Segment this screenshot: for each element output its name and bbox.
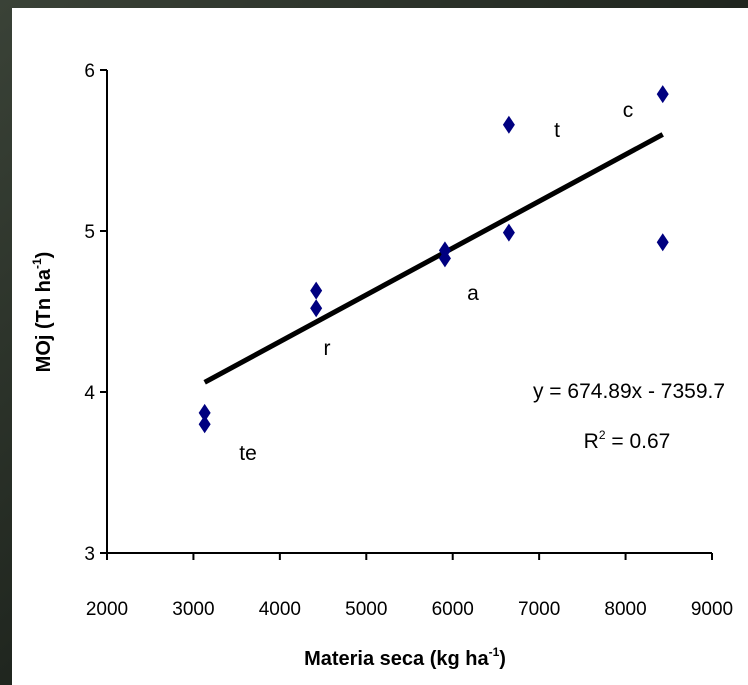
y-axis-title-tail: ): [33, 252, 55, 259]
x-axis-title: Materia seca (kg ha-1): [304, 645, 506, 670]
data-point: [656, 85, 669, 104]
data-point: [656, 233, 669, 252]
data-point: [502, 115, 515, 134]
x-axis-title-tail: ): [499, 648, 506, 670]
annotation: a: [467, 282, 479, 305]
x-tick-label: 4000: [259, 599, 301, 620]
data-point: [198, 403, 211, 422]
equation: y = 674.89x - 7359.7: [533, 380, 725, 403]
y-axis-title-main: MOj (Tn ha: [33, 268, 55, 372]
annotation: r: [324, 337, 331, 360]
data-point: [198, 415, 211, 434]
data-point: [438, 249, 451, 268]
annotation: c: [623, 99, 634, 122]
y-tick-label: 3: [84, 544, 95, 565]
data-point: [310, 299, 323, 318]
x-tick-label: 6000: [432, 599, 474, 620]
r-squared-tail: = 0.67: [606, 430, 671, 453]
data-point: [310, 281, 323, 300]
annotation: te: [239, 442, 257, 465]
annotation: t: [554, 119, 560, 142]
x-tick-label: 8000: [604, 599, 646, 620]
trendline: [203, 132, 664, 385]
x-tick-label: 2000: [86, 599, 128, 620]
data-point: [502, 223, 515, 242]
x-tick-label: 9000: [691, 599, 733, 620]
y-tick-label: 5: [84, 222, 95, 243]
r-squared-sup: 2: [599, 428, 606, 442]
r-squared: R2 = 0.67: [584, 428, 671, 453]
x-tick-label: 5000: [345, 599, 387, 620]
x-axis-title-main: Materia seca (kg ha: [304, 648, 489, 670]
chart-panel: [12, 8, 748, 685]
y-tick-label: 6: [84, 61, 95, 82]
y-axis-title-sup: -1: [30, 258, 44, 269]
x-tick-label: 3000: [172, 599, 214, 620]
y-axis-title: MOj (Tn ha-1): [30, 252, 55, 373]
r-squared-main: R: [584, 430, 599, 453]
x-tick-label: 7000: [518, 599, 560, 620]
y-tick-label: 4: [84, 383, 95, 404]
x-axis-title-sup: -1: [489, 645, 500, 659]
